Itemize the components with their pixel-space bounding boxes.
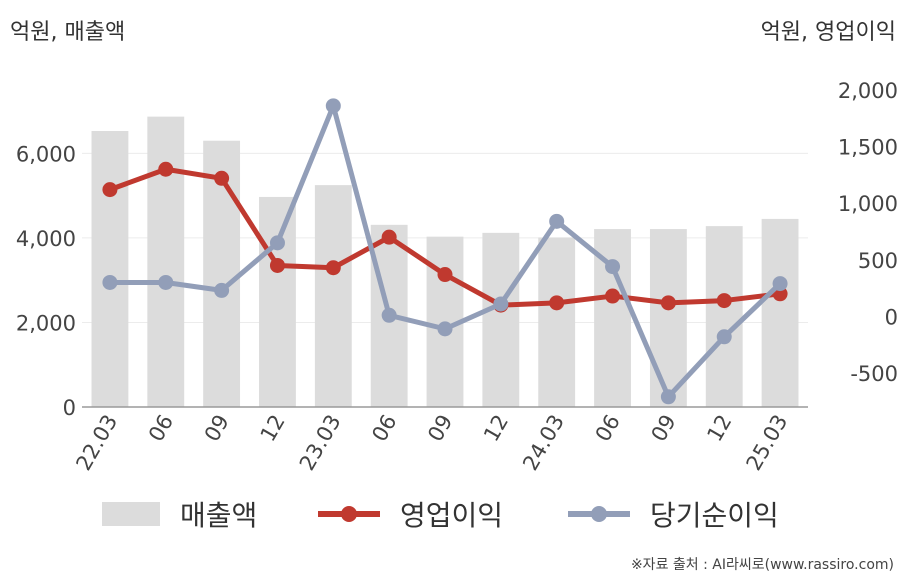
legend-label-sales: 매출액	[180, 499, 258, 532]
legend-label-net-income: 당기순이익	[650, 499, 779, 532]
source-note: ※자료 출처 : AI라씨로(www.rassiro.com)	[630, 557, 894, 573]
operating-profit-point	[605, 288, 621, 304]
legend-swatch-sales	[102, 502, 160, 526]
sales-bar	[761, 218, 799, 407]
left-tick-label: 4,000	[16, 227, 76, 251]
left-tick-label: 2,000	[16, 311, 76, 335]
right-axis-ticks: -500 0 500 1,000 1,500 2,000	[838, 79, 898, 386]
sales-bar	[91, 130, 129, 408]
right-tick-label: 1,500	[838, 136, 898, 160]
net-income-point	[772, 276, 788, 292]
x-tick-label: 22.03	[71, 411, 122, 475]
operating-profit-point	[716, 293, 732, 309]
x-tick-label: 09	[423, 411, 457, 446]
net-income-point	[549, 213, 565, 229]
operating-profit-point	[158, 161, 174, 177]
net-income-point	[325, 98, 341, 114]
x-tick-label: 12	[256, 411, 290, 446]
net-income-point	[214, 282, 230, 298]
sales-bars	[91, 116, 799, 408]
x-tick-label: 12	[479, 411, 513, 446]
sales-bar	[705, 226, 743, 407]
net-income-point	[437, 321, 453, 337]
legend-item-net-income: 당기순이익	[568, 492, 779, 536]
net-income-point	[158, 274, 174, 290]
operating-profit-point	[437, 267, 453, 283]
x-tick-label: 25.03	[742, 411, 793, 475]
x-tick-label: 06	[591, 411, 625, 446]
net-income-point	[716, 329, 732, 345]
legend-item-sales: 매출액	[102, 492, 257, 536]
x-tick-label: 06	[367, 411, 401, 446]
sales-bar	[147, 116, 185, 408]
right-tick-label: -500	[850, 362, 898, 386]
net-income-point	[493, 296, 509, 312]
legend-swatch-net-income	[568, 502, 630, 526]
operating-profit-point	[381, 229, 397, 245]
left-tick-label: 6,000	[16, 142, 76, 166]
x-tick-label: 09	[647, 411, 681, 446]
sales-bar	[538, 237, 576, 407]
legend-item-operating-profit: 영업이익	[318, 492, 503, 536]
legend: 매출액 영업이익 당기순이익	[0, 492, 908, 536]
net-income-point	[660, 389, 676, 405]
sales-bar	[259, 196, 296, 407]
operating-profit-point	[325, 260, 341, 276]
right-axis-unit-label: 억원, 영업이익	[760, 20, 896, 45]
x-tick-label: 23.03	[295, 411, 346, 475]
x-tick-label: 09	[200, 411, 234, 446]
operating-profit-point	[102, 182, 118, 198]
operating-profit-point	[269, 257, 285, 273]
right-tick-label: 1,000	[838, 192, 898, 216]
left-axis-unit-label: 억원, 매출액	[10, 20, 126, 45]
profit-lines	[102, 98, 788, 405]
left-tick-label: 0	[63, 396, 76, 420]
x-tick-label: 06	[144, 411, 178, 446]
right-tick-label: 2,000	[838, 79, 898, 103]
legend-swatch-operating-profit	[318, 502, 380, 526]
combo-chart: 0 2,000 4,000 6,000 -500 0 500 1,000 1,500 2,000…	[16, 79, 898, 475]
right-tick-label: 0	[885, 305, 898, 329]
net-income-point	[102, 274, 118, 290]
net-income-point	[605, 259, 621, 275]
sales-bar	[314, 185, 352, 407]
x-axis-ticks: 22.03 06 09 12 23.03 06 09 12 24.03 06 09 12 25.03	[71, 411, 792, 475]
x-tick-label: 12	[702, 411, 736, 446]
sales-bar	[649, 229, 687, 407]
legend-label-operating-profit: 영업이익	[400, 499, 504, 532]
operating-profit-point	[214, 170, 230, 186]
sales-bar	[482, 232, 520, 407]
operating-profit-point	[660, 295, 676, 311]
x-tick-label: 24.03	[518, 411, 569, 475]
left-axis-ticks: 0 2,000 4,000 6,000	[16, 142, 76, 420]
net-income-point	[381, 307, 397, 323]
operating-profit-point	[549, 295, 565, 311]
right-tick-label: 500	[858, 249, 898, 273]
net-income-point	[269, 235, 285, 251]
